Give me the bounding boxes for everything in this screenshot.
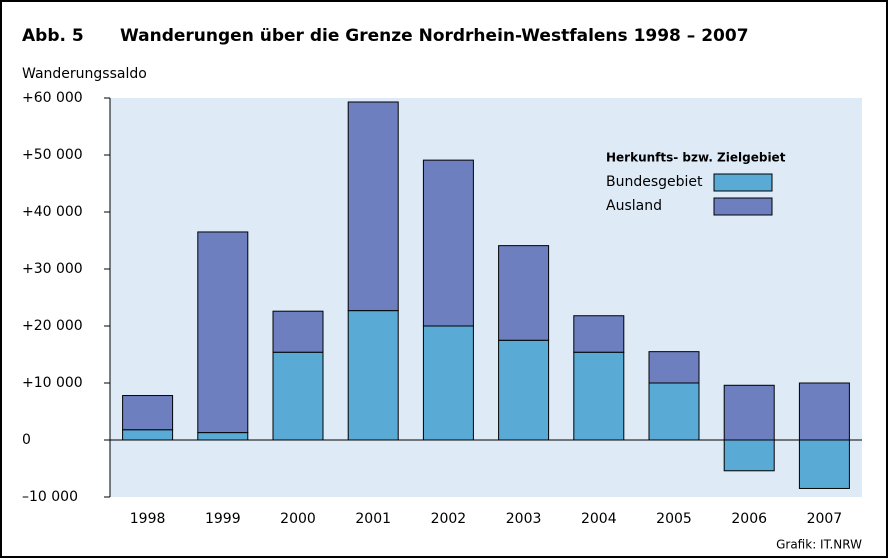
bar-segment bbox=[347, 310, 399, 441]
x-tick-label: 2000 bbox=[280, 511, 316, 527]
y-tick-label: +40 000 bbox=[22, 204, 83, 220]
x-tick-label: 2005 bbox=[656, 511, 692, 527]
chart-label: Abb. 5 bbox=[22, 26, 84, 46]
y-axis-label: Wanderungssaldo bbox=[22, 66, 147, 82]
x-tick-label: 2001 bbox=[355, 511, 391, 527]
bar-segment bbox=[723, 384, 775, 441]
bar-segment bbox=[723, 439, 775, 472]
bar-segment bbox=[498, 245, 550, 341]
bar-segment bbox=[122, 395, 174, 431]
y-tick-label: +60 000 bbox=[22, 90, 83, 106]
x-tick-label: 2004 bbox=[581, 511, 617, 527]
x-tick-label: 1998 bbox=[130, 511, 166, 527]
bar-segment bbox=[272, 310, 324, 353]
bar-segment bbox=[197, 432, 249, 441]
bar-segment bbox=[573, 351, 625, 441]
bar-segment bbox=[122, 429, 174, 441]
y-tick-label: +10 000 bbox=[22, 375, 83, 391]
x-tick-label: 2003 bbox=[506, 511, 542, 527]
y-tick-label: +50 000 bbox=[22, 147, 83, 163]
y-tick-label: –10 000 bbox=[22, 489, 78, 505]
bar-segment bbox=[422, 325, 474, 441]
x-tick-label: 1999 bbox=[205, 511, 241, 527]
y-tick-label: +20 000 bbox=[22, 318, 83, 334]
source: Grafik: IT.NRW bbox=[776, 538, 862, 552]
bar-segment bbox=[798, 382, 850, 441]
bar-segment bbox=[422, 159, 474, 327]
bar-segment bbox=[798, 439, 850, 489]
x-tick-label: 2007 bbox=[807, 511, 843, 527]
bar-segment bbox=[347, 101, 399, 312]
bar-segment bbox=[648, 382, 700, 441]
legend-swatch bbox=[713, 173, 773, 192]
chart-title: Wanderungen über die Grenze Nordrhein-We… bbox=[120, 26, 749, 46]
x-tick-label: 2002 bbox=[431, 511, 467, 527]
legend-label: Ausland bbox=[606, 198, 662, 214]
legend-label: Bundesgebiet bbox=[606, 174, 703, 190]
x-tick-label: 2006 bbox=[731, 511, 767, 527]
bar-segment bbox=[573, 315, 625, 353]
legend-swatch bbox=[713, 197, 773, 216]
bar-segment bbox=[648, 351, 700, 384]
bar-segment bbox=[197, 231, 249, 434]
y-tick-label: 0 bbox=[22, 432, 31, 448]
y-tick-label: +30 000 bbox=[22, 261, 83, 277]
bar-segment bbox=[498, 339, 550, 441]
legend-title: Herkunfts- bzw. Zielgebiet bbox=[606, 151, 786, 165]
bar-segment bbox=[272, 351, 324, 441]
